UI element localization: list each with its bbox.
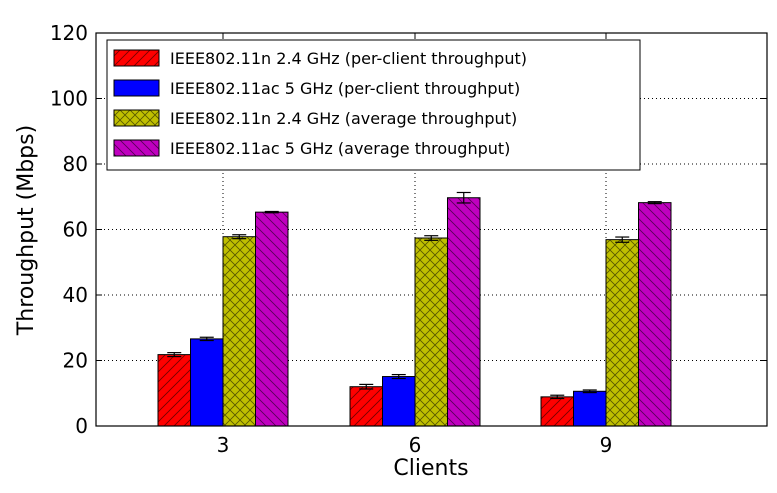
bar-hatch-s0-c0 [158, 354, 191, 426]
legend-box [106, 39, 641, 171]
legend-swatch-hatch-3 [114, 140, 159, 156]
error-bar-s0-c0 [167, 352, 182, 358]
bar-hatch-s3-c0 [255, 212, 288, 426]
error-bar-s3-c0 [264, 210, 279, 214]
x-tick-label-2: 9 [600, 433, 613, 457]
y-tick-label-1: 20 [63, 349, 88, 373]
error-bar-s3-c1 [456, 191, 471, 204]
bar-hatch-s2-c1 [415, 238, 448, 426]
legend: IEEE802.11n 2.4 GHz (per-client throughp… [106, 39, 641, 171]
x-tick-label-0: 3 [217, 433, 230, 457]
legend-label-3: IEEE802.11ac 5 GHz (average throughput) [170, 139, 510, 158]
bar-s1-c1 [382, 376, 415, 426]
y-tick-label-6: 120 [50, 21, 88, 45]
error-bar-s1-c1 [391, 373, 406, 380]
gridlines [96, 33, 767, 426]
error-bar-s2-c0 [232, 234, 247, 240]
legend-item-2: IEEE802.11n 2.4 GHz (average throughput) [113, 109, 517, 128]
bar-s1-c0 [190, 338, 223, 426]
legend-swatch-1 [114, 80, 159, 96]
legend-swatch-outline-0 [113, 49, 160, 67]
error-bar-s1-c0 [199, 336, 214, 342]
error-bar-s3-c2 [647, 201, 662, 205]
legend-item-0: IEEE802.11n 2.4 GHz (per-client throughp… [113, 49, 527, 68]
bar-hatch-s0-c1 [350, 386, 383, 426]
bar-hatch-s3-c2 [638, 202, 671, 426]
y-tick-label-5: 100 [50, 87, 88, 111]
legend-item-1: IEEE802.11ac 5 GHz (per-client throughpu… [113, 79, 520, 98]
error-bar-s0-c1 [359, 383, 374, 390]
y-tick-label-2: 40 [63, 283, 88, 307]
legend-item-3: IEEE802.11ac 5 GHz (average throughput) [113, 139, 510, 158]
error-bar-s2-c1 [424, 235, 439, 241]
legend-swatch-hatch-2 [114, 110, 159, 126]
x-axis-label: Clients [393, 456, 468, 481]
y-axis-label: Throughput (Mbps) [14, 125, 39, 336]
legend-swatch-hatch-0 [114, 50, 159, 66]
error-bar-s0-c2 [550, 394, 565, 400]
legend-swatch-outline-1 [113, 79, 160, 97]
bar-hatch-s2-c0 [223, 236, 256, 426]
y-tick-label-4: 80 [63, 152, 88, 176]
bar-s1-c2 [573, 391, 606, 426]
legend-label-1: IEEE802.11ac 5 GHz (per-client throughpu… [170, 79, 520, 98]
error-bar-s1-c2 [582, 389, 597, 394]
bar-hatch-s3-c1 [447, 197, 480, 426]
bar-hatch-s0-c2 [541, 396, 574, 426]
x-tick-label-1: 6 [409, 433, 422, 457]
bar-hatch-s2-c2 [606, 239, 639, 426]
error-bar-s2-c2 [615, 236, 630, 243]
legend-swatch-outline-3 [113, 139, 160, 157]
y-tick-label-0: 0 [75, 414, 88, 438]
bars [157, 197, 672, 427]
legend-swatch-outline-2 [113, 109, 160, 127]
y-tick-label-3: 60 [63, 218, 88, 242]
x-axis-ticks: 3 6 9 [217, 33, 613, 457]
y-axis-ticks: 0 20 40 60 80 100 120 [50, 21, 767, 438]
legend-label-2: IEEE802.11n 2.4 GHz (average throughput) [170, 109, 517, 128]
error-bars [167, 191, 662, 400]
legend-label-0: IEEE802.11n 2.4 GHz (per-client throughp… [170, 49, 527, 68]
